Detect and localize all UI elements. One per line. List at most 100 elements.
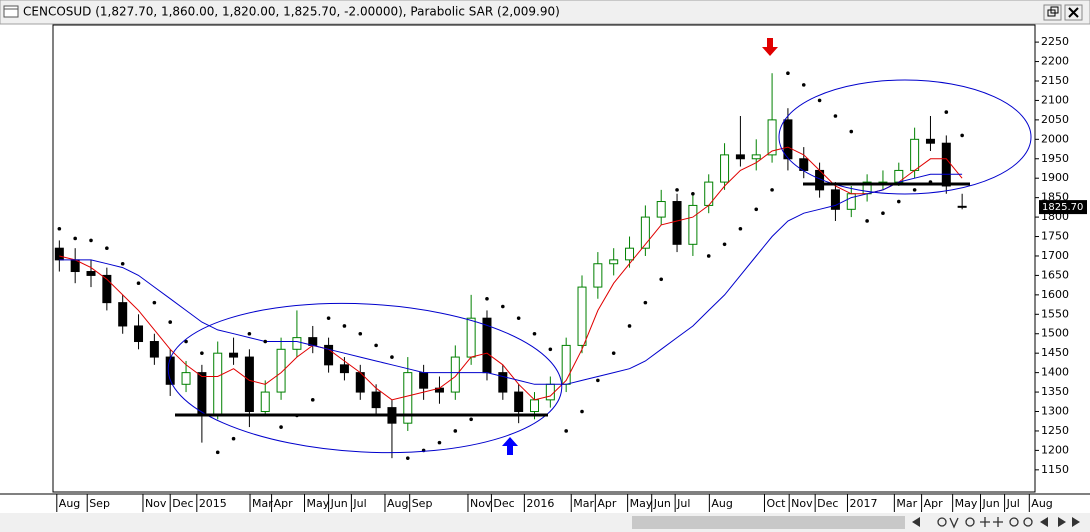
- y-tick-label: 2100: [1041, 93, 1069, 106]
- x-tick-label: May: [630, 497, 653, 510]
- candle-body: [197, 372, 207, 416]
- x-tick-label: Aug: [387, 497, 408, 510]
- candle-body: [149, 341, 159, 358]
- x-tick-label: Jul: [676, 497, 690, 510]
- candle-body: [371, 391, 381, 409]
- tool-icon[interactable]: [949, 517, 959, 529]
- x-tick-label: 2017: [849, 497, 877, 510]
- scroll-thumb[interactable]: [632, 516, 905, 529]
- close-icon: [1068, 7, 1079, 18]
- y-tick-label: 1400: [1041, 366, 1069, 379]
- tool-icon[interactable]: [980, 517, 990, 527]
- sar-dot: [817, 98, 822, 103]
- sar-dot: [833, 114, 838, 118]
- sar-dot: [405, 456, 410, 460]
- sar-dot: [801, 83, 806, 87]
- candle-body: [735, 154, 745, 160]
- x-tick-label: Jul: [352, 497, 366, 510]
- moving-average: [59, 146, 963, 401]
- sar-dot: [896, 199, 901, 204]
- x-tick-label: Jun: [653, 497, 671, 510]
- restore-icon: [1050, 6, 1059, 14]
- x-tick-label: Mar: [896, 497, 917, 510]
- zoom-out[interactable]: [1009, 517, 1019, 527]
- x-tick-label: Sep: [89, 497, 110, 510]
- sar-dot: [231, 436, 236, 441]
- sar-dot: [342, 324, 347, 328]
- candle-body: [656, 201, 666, 218]
- sar-dot: [136, 281, 141, 285]
- sar-dot: [105, 246, 109, 250]
- y-tick-label: 1250: [1041, 424, 1069, 437]
- y-tick-label: 1450: [1041, 346, 1069, 359]
- sar-dot: [770, 188, 774, 192]
- y-tick-label: 1200: [1041, 443, 1069, 456]
- sar-dot: [786, 71, 790, 76]
- candle-body: [213, 352, 223, 416]
- y-tick-label: 1900: [1041, 171, 1069, 184]
- sar-dot: [215, 450, 220, 455]
- candle-body: [846, 193, 856, 210]
- x-tick-label: Jun: [330, 497, 348, 510]
- candle-body: [181, 372, 191, 385]
- x-tick-label: Apr: [274, 497, 294, 510]
- tool-icon[interactable]: [993, 517, 1003, 527]
- candle-body: [640, 216, 650, 249]
- y-tick-label: 1700: [1041, 249, 1069, 262]
- candle-body: [324, 344, 334, 366]
- sar-dot: [722, 242, 727, 247]
- sar-dot: [279, 425, 283, 429]
- x-tick-label: Mar: [573, 497, 594, 510]
- candle-body: [593, 263, 603, 288]
- sar-dot: [706, 254, 711, 258]
- x-tick-label: Mar: [252, 497, 273, 510]
- candle-body: [118, 302, 128, 327]
- x-tick-label: Apr: [924, 497, 944, 510]
- sar-dot: [548, 347, 553, 352]
- y-tick-label: 1500: [1041, 327, 1069, 340]
- sar-dot: [675, 188, 679, 192]
- y-tick-label: 1150: [1041, 463, 1069, 476]
- sar-dot: [865, 219, 869, 223]
- sar-dot: [310, 398, 315, 402]
- x-tick-label: Aug: [59, 497, 80, 510]
- x-tick-label: Sep: [412, 497, 433, 510]
- sar-dot: [944, 110, 949, 114]
- tool-icon[interactable]: [965, 517, 975, 527]
- candle-body: [925, 138, 935, 144]
- candle-body: [134, 325, 144, 343]
- moving-average: [59, 173, 963, 385]
- candle-body: [783, 119, 793, 160]
- x-tick-label: Aug: [711, 497, 732, 510]
- sar-dot: [501, 304, 505, 309]
- scroll-left[interactable]: [912, 517, 920, 527]
- sar-dot: [453, 429, 458, 433]
- sar-dot: [564, 429, 568, 433]
- x-tick-label: Jul: [1006, 497, 1020, 510]
- sar-dot: [168, 320, 173, 324]
- x-tick-label: Nov: [791, 497, 813, 510]
- sar-dot: [57, 226, 62, 231]
- chart-title: CENCOSUD (1,827.70, 1,860.00, 1,820.00, …: [23, 5, 560, 19]
- x-tick-label: 2016: [526, 497, 554, 510]
- scroll-arrows[interactable]: [1040, 517, 1080, 527]
- sar-dot: [849, 129, 854, 134]
- candle-body: [498, 372, 508, 393]
- sar-dot: [437, 440, 442, 445]
- tool-icon[interactable]: [937, 517, 947, 527]
- sar-dot: [532, 331, 537, 336]
- y-tick-label: 1600: [1041, 288, 1069, 301]
- x-tick-label: Aug: [1031, 497, 1052, 510]
- x-tick-label: 2015: [199, 497, 227, 510]
- candle-body: [450, 356, 460, 393]
- y-tick-label: 2000: [1041, 132, 1069, 145]
- candle-body: [54, 247, 64, 261]
- sar-dot: [263, 339, 268, 344]
- candle-body: [830, 189, 840, 210]
- sar-dot: [152, 300, 157, 305]
- sar-dot: [89, 238, 93, 243]
- x-tick-label: Dec: [493, 497, 514, 510]
- x-tick-label: Dec: [817, 497, 838, 510]
- zoom-in[interactable]: [1023, 517, 1033, 527]
